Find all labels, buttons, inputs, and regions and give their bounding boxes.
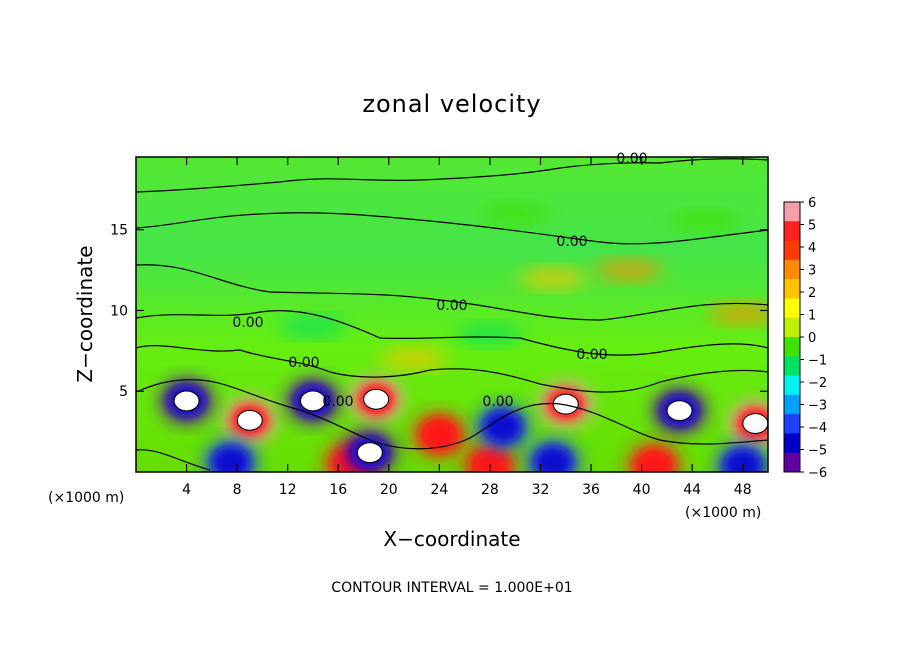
colorbar-swatch	[784, 375, 800, 396]
field-cell-17	[278, 316, 347, 337]
field-cell-7	[628, 443, 681, 472]
y-tick-label: 15	[110, 223, 128, 239]
contour-label-1: 0.00	[556, 234, 587, 250]
colorbar-swatch	[784, 394, 800, 415]
y-tick-label: 10	[110, 303, 128, 319]
field-cell-2	[539, 382, 592, 427]
x-tick-label: 16	[329, 482, 347, 498]
contour-label-7: 0.00	[322, 394, 353, 410]
field-cell-6	[463, 443, 516, 472]
x-tick-label: 36	[582, 482, 600, 498]
colorbar: 6 5 4 3 2 1 0 −1 −2 −3 −4 −5 −6	[783, 196, 827, 481]
field-cell-14	[527, 440, 580, 472]
field-cell-15	[716, 443, 768, 472]
field-cells	[160, 203, 768, 472]
colorbar-tick-label: 6	[808, 196, 816, 211]
contour-lines	[136, 158, 768, 471]
colorbar-tick-label: 1	[808, 309, 816, 324]
colorbar-tick-label: 5	[808, 219, 816, 234]
colorbar-swatch	[784, 279, 800, 299]
colorbar-tick-label: −4	[808, 421, 827, 436]
plot-frame	[135, 156, 769, 473]
field-cell-21	[594, 260, 663, 281]
colorbar-swatch	[784, 221, 800, 242]
y-axis-label: Z−coordinate	[73, 245, 97, 382]
colorbar-swatch	[784, 452, 800, 473]
colorbar-swatch	[784, 356, 800, 377]
colorbar-tick-label: −6	[808, 466, 827, 481]
contour-label-2: 0.00	[436, 298, 467, 314]
contour-label-3: 0.00	[232, 315, 263, 331]
field-cell-9	[286, 378, 339, 423]
colorbar-swatch	[784, 317, 800, 338]
contour-label-4: 0.00	[576, 347, 607, 363]
contour-label-6: 0.00	[482, 394, 513, 410]
x-tick-label: 48	[734, 482, 752, 498]
colorbar-tick-label: 2	[808, 286, 816, 301]
x-tick-label: 40	[633, 482, 651, 498]
field-cell-10	[653, 388, 706, 433]
x-tick-label: 8	[233, 482, 242, 498]
colorbar-tick-label: −2	[808, 376, 827, 391]
colorbar-swatch	[784, 202, 800, 222]
colorbar-tick-label: 4	[808, 241, 816, 256]
chart-title: zonal velocity	[362, 90, 541, 118]
contour-interval-note: CONTOUR INTERVAL = 1.000E+01	[331, 580, 572, 596]
plot-area	[136, 157, 768, 472]
x-unit-left: (×1000 m)	[48, 490, 124, 506]
field-cell-3	[729, 401, 768, 446]
x-axis: 4 8 12 16 20 24 28 32 36 40 44 48	[182, 157, 752, 498]
field-cell-8	[160, 378, 213, 423]
x-tick-label: 24	[430, 482, 448, 498]
field-cell-4	[413, 412, 466, 457]
field-cell-18	[670, 211, 739, 232]
x-tick-label: 20	[380, 482, 398, 498]
x-tick-label: 32	[532, 482, 550, 498]
colorbar-swatch	[784, 298, 800, 319]
colorbar-tick-label: −3	[808, 399, 827, 414]
colorbar-swatch	[784, 433, 800, 454]
field-cell-20	[519, 268, 588, 289]
x-tick-label: 12	[279, 482, 297, 498]
field-cell-1	[350, 377, 403, 422]
colorbar-tick-label: −1	[808, 354, 827, 369]
field-cell-16	[455, 324, 524, 345]
y-tick-label: 5	[119, 384, 128, 400]
field-cell-11	[476, 404, 529, 449]
contour-label-5: 0.00	[288, 355, 319, 371]
x-axis-label: X−coordinate	[383, 527, 520, 551]
colorbar-swatch	[784, 259, 800, 280]
field-cell-13	[204, 440, 257, 472]
field-cell-23	[708, 303, 768, 324]
field-cell-19	[481, 203, 550, 224]
colorbar-tick-label: 0	[808, 331, 816, 346]
field-cell-22	[380, 348, 449, 369]
y-axis: 5 10 15	[110, 223, 768, 400]
colorbar-tick-label: 3	[808, 264, 816, 279]
x-tick-label: 44	[683, 482, 701, 498]
contour-labels: 0.00 0.00 0.00 0.00 0.00 0.00 0.00 0.00	[232, 151, 647, 410]
x-unit-right: (×1000 m)	[685, 505, 761, 521]
field-cell-0	[223, 398, 276, 443]
x-tick-label: 4	[182, 482, 191, 498]
contour-label-0: 0.00	[616, 151, 647, 167]
field-cell-12	[343, 430, 396, 472]
colorbar-swatch	[784, 337, 800, 357]
colorbar-swatch	[784, 414, 800, 434]
colorbar-tick-label: −5	[808, 444, 827, 459]
colorbar-swatch	[784, 240, 800, 261]
x-tick-label: 28	[481, 482, 499, 498]
